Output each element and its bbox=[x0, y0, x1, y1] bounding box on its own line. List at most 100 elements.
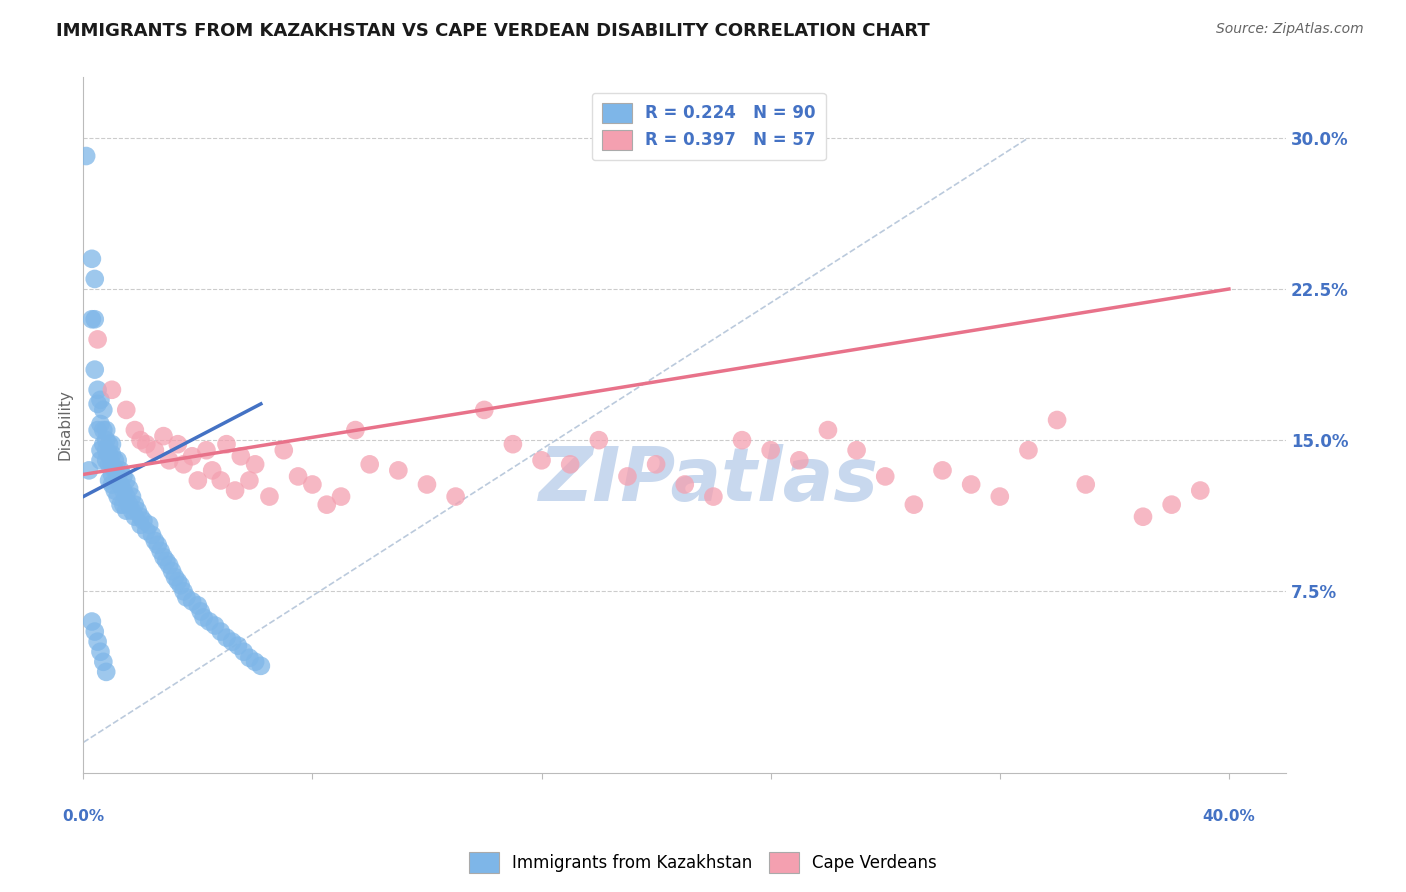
Point bbox=[502, 437, 524, 451]
Point bbox=[112, 469, 135, 483]
Point bbox=[181, 450, 204, 464]
Point bbox=[176, 591, 198, 605]
Point bbox=[221, 634, 243, 648]
Point bbox=[173, 584, 195, 599]
Point bbox=[444, 490, 467, 504]
Point bbox=[344, 423, 367, 437]
Point bbox=[107, 490, 129, 504]
Point bbox=[104, 453, 127, 467]
Point bbox=[789, 453, 811, 467]
Point bbox=[359, 458, 381, 472]
Point bbox=[215, 631, 238, 645]
Point bbox=[195, 443, 218, 458]
Point bbox=[226, 639, 249, 653]
Point bbox=[91, 437, 114, 451]
Point bbox=[259, 490, 281, 504]
Point bbox=[96, 665, 118, 679]
Point bbox=[190, 604, 212, 618]
Point bbox=[129, 509, 152, 524]
Point bbox=[104, 463, 127, 477]
Point bbox=[931, 463, 953, 477]
Point bbox=[243, 458, 266, 472]
Point bbox=[1074, 477, 1097, 491]
Point bbox=[138, 517, 160, 532]
Point bbox=[416, 477, 439, 491]
Point bbox=[101, 458, 124, 472]
Point bbox=[98, 437, 121, 451]
Point bbox=[224, 483, 246, 498]
Point bbox=[166, 437, 188, 451]
Point bbox=[209, 624, 232, 639]
Point bbox=[101, 467, 124, 482]
Point bbox=[146, 538, 169, 552]
Point bbox=[1132, 509, 1154, 524]
Point bbox=[83, 272, 105, 286]
Point bbox=[118, 482, 141, 496]
Point bbox=[169, 578, 191, 592]
Point bbox=[124, 498, 146, 512]
Point bbox=[86, 397, 108, 411]
Legend: Immigrants from Kazakhstan, Cape Verdeans: Immigrants from Kazakhstan, Cape Verdean… bbox=[463, 846, 943, 880]
Point bbox=[75, 149, 97, 163]
Point bbox=[110, 498, 132, 512]
Point bbox=[89, 645, 111, 659]
Point bbox=[387, 463, 409, 477]
Text: Source: ZipAtlas.com: Source: ZipAtlas.com bbox=[1216, 22, 1364, 37]
Point bbox=[104, 483, 127, 498]
Point bbox=[315, 498, 337, 512]
Point bbox=[160, 564, 183, 578]
Point bbox=[77, 463, 100, 477]
Point bbox=[616, 469, 638, 483]
Point bbox=[91, 423, 114, 437]
Point bbox=[152, 549, 174, 564]
Point bbox=[645, 458, 668, 472]
Point bbox=[845, 443, 868, 458]
Point bbox=[759, 443, 782, 458]
Point bbox=[98, 458, 121, 472]
Point bbox=[215, 437, 238, 451]
Point bbox=[301, 477, 323, 491]
Point bbox=[118, 498, 141, 512]
Point bbox=[115, 474, 138, 488]
Point bbox=[112, 483, 135, 498]
Point bbox=[115, 403, 138, 417]
Point bbox=[112, 498, 135, 512]
Text: ZIPatlas: ZIPatlas bbox=[538, 444, 879, 517]
Point bbox=[115, 490, 138, 504]
Point bbox=[83, 312, 105, 326]
Point bbox=[960, 477, 983, 491]
Point bbox=[287, 469, 309, 483]
Point bbox=[250, 658, 273, 673]
Y-axis label: Disability: Disability bbox=[58, 390, 72, 460]
Text: 40.0%: 40.0% bbox=[1202, 809, 1256, 824]
Point bbox=[86, 332, 108, 346]
Point bbox=[875, 469, 897, 483]
Point bbox=[96, 433, 118, 447]
Point bbox=[110, 477, 132, 491]
Point bbox=[238, 650, 260, 665]
Point bbox=[135, 524, 157, 538]
Point bbox=[129, 517, 152, 532]
Point bbox=[173, 458, 195, 472]
Point bbox=[673, 477, 696, 491]
Point bbox=[96, 453, 118, 467]
Point bbox=[83, 624, 105, 639]
Point bbox=[152, 429, 174, 443]
Point bbox=[560, 458, 582, 472]
Point bbox=[91, 655, 114, 669]
Point bbox=[187, 474, 209, 488]
Point bbox=[817, 423, 839, 437]
Point bbox=[124, 509, 146, 524]
Point bbox=[86, 423, 108, 437]
Point bbox=[1160, 498, 1182, 512]
Text: 0.0%: 0.0% bbox=[62, 809, 104, 824]
Point bbox=[96, 443, 118, 458]
Point bbox=[89, 392, 111, 407]
Point bbox=[127, 504, 149, 518]
Point bbox=[86, 634, 108, 648]
Point bbox=[181, 594, 204, 608]
Point bbox=[80, 615, 103, 629]
Point bbox=[273, 443, 295, 458]
Point bbox=[141, 528, 163, 542]
Point bbox=[121, 504, 143, 518]
